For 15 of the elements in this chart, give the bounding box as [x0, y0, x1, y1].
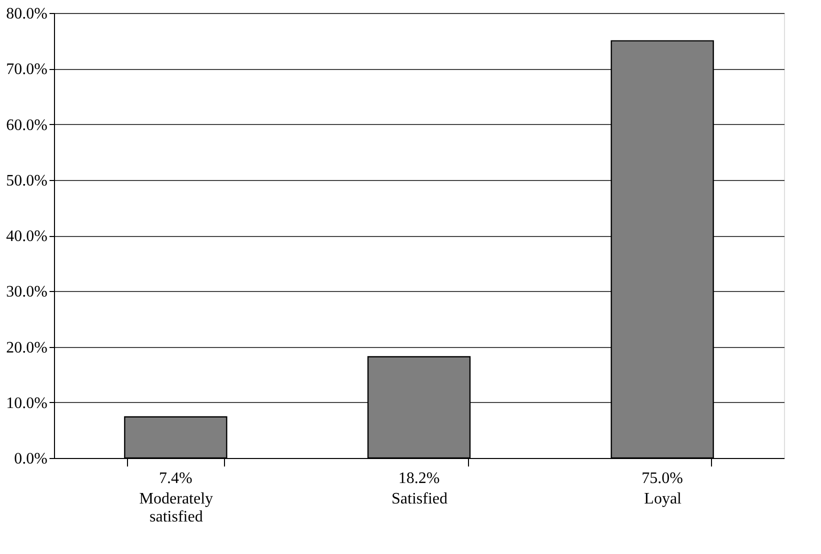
y-tick-label: 50.0% — [6, 172, 48, 190]
y-tick-label: 70.0% — [6, 61, 48, 78]
x-tick-label: Loyal — [644, 490, 682, 508]
data-label: 18.2% — [398, 470, 440, 487]
x-tick-label: Satisfied — [392, 490, 448, 508]
y-tick-label: 30.0% — [6, 284, 48, 301]
y-tick-label: 60.0% — [6, 116, 48, 134]
y-tick-label: 40.0% — [6, 228, 48, 245]
y-tick-label: 80.0% — [6, 6, 48, 22]
y-tick-label: 0.0% — [14, 450, 48, 468]
y-tick-label: 10.0% — [6, 394, 48, 412]
y-tick-label: 20.0% — [6, 339, 48, 356]
x-tick-label: Moderately satisfied — [139, 490, 214, 526]
data-label: 75.0% — [642, 470, 683, 487]
data-label: 7.4% — [159, 470, 192, 487]
